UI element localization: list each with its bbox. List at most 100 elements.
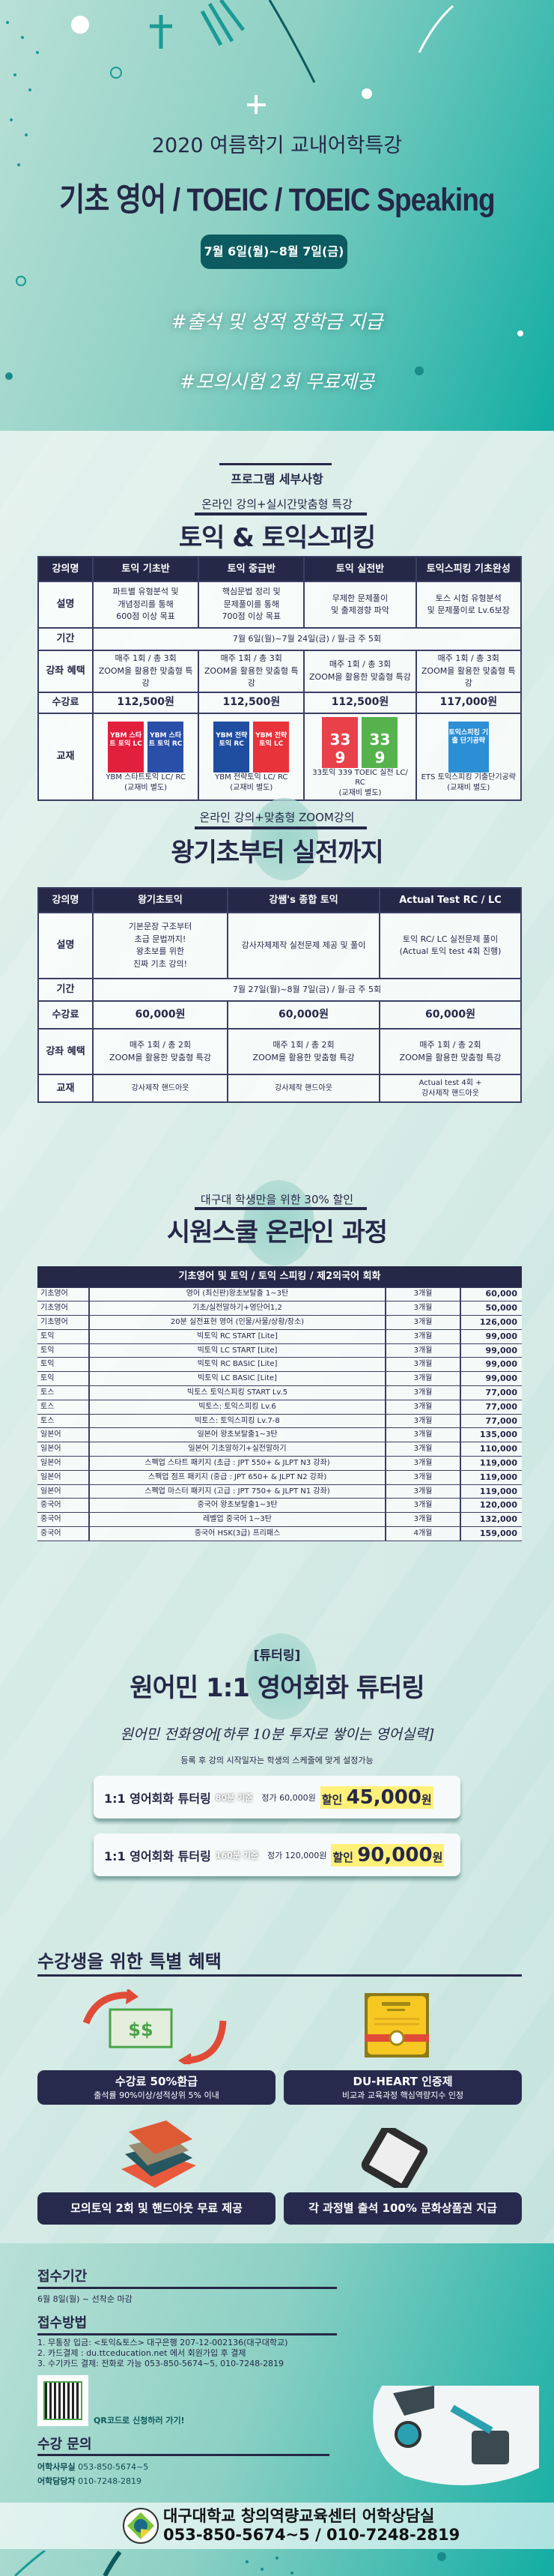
section3-table: 기초영어 및 토익 / 토익 스피킹 / 제2외국어 회화 기초영어 영어 (최신… (37, 1266, 522, 1541)
table-row: 기초영어 기초/실전말하기+영단어1,2 3개월 50,000 (37, 1301, 522, 1316)
program-heading: 프로그램 세부사항 (231, 472, 323, 486)
tutoring-plan-card[interactable]: 1:1 영어회화 튜터링 160분 기준 정가 120,000원 할인 90,0… (94, 1833, 460, 1876)
benefit-cell: 매주 1회 / 총 3회 ZOOM을 활용한 맞춤형 특강 (303, 650, 417, 693)
row-label: 설명 (37, 912, 94, 979)
table-header: 기초영어 및 토익 / 토익 스피킹 / 제2외국어 회화 (37, 1266, 522, 1287)
course-cell: 20분 실전표현 영어 (인물/사물/상황/장소) (89, 1315, 386, 1330)
leaves-decoration-icon (13, 2551, 446, 2576)
course-cell: 빅토스: 토익스피킹 Lv.7-8 (89, 1413, 386, 1429)
divider (195, 513, 367, 515)
qr-code[interactable] (37, 2375, 88, 2426)
table-row: 기초영어 20분 실전표현 영어 (인물/사물/상황/장소) 3개월 126,000 (37, 1315, 522, 1330)
benefit-card: 모의토익 2회 및 핸드아웃 무료 제공 (37, 2192, 276, 2225)
fee-cell: 60,000원 (227, 1000, 380, 1030)
certificate-icon (365, 1993, 429, 2058)
course-name: 왕기초토익 (92, 887, 228, 913)
decorative-blob (243, 1180, 314, 1266)
duration-cell: 3개월 (385, 1442, 461, 1457)
book-cover-image: YBM 스타트 토익 LC (108, 722, 144, 773)
course-cell: 빅토스 토익스피킹 START Lv.5 (89, 1385, 386, 1400)
course-name: 토익 기초반 (91, 556, 200, 582)
book-cell: 33 9 33 9 33토익 339 TOEIC 실전 LC/ RC (교재비 별도) (303, 712, 417, 801)
desc-cell: 파트별 유형분석 및 개념정리를 통해 600점 이상 목표 (91, 581, 200, 629)
method-list: 1. 무통장 입금: <토익&토스> 대구은행 207-12-002136(대구… (37, 2338, 288, 2368)
desc-cell: 강사자체제작 실전문제 제공 및 풀이 (227, 912, 380, 979)
divider (195, 826, 367, 829)
price-cell: 99,000 (460, 1357, 522, 1373)
table-row: 중국어 레벨업 중국어 1~3탄 3개월 132,000 (37, 1512, 522, 1528)
table-row: 토스 빅토스: 토익스피킹 Lv.6 3개월 77,000 (37, 1399, 522, 1415)
table-row: 중국어 중국어 왕초보탈출1~3탄 3개월 120,000 (37, 1498, 522, 1514)
category-cell: 기초영어 (37, 1287, 90, 1302)
period-text: 6월 8일(월) ~ 선착순 마감 (37, 2294, 133, 2304)
table-row: 토익 빅토익 RC START [Lite] 3개월 99,000 (37, 1328, 522, 1344)
hashtag: #출석 및 성적 장학금 지급 (171, 311, 383, 333)
hero-subtitle: 2020 여름학기 교내어학특강 (151, 134, 403, 157)
university-logo (123, 2508, 159, 2544)
price-cell: 135,000 (460, 1427, 522, 1443)
period-cell: 7월 6일(월)~7월 24일(금) / 월-금 주 5회 (92, 627, 522, 651)
fee-cell: 60,000원 (92, 1000, 228, 1030)
duration-cell: 3개월 (385, 1512, 461, 1528)
period-heading: 접수기간 (37, 2269, 88, 2285)
benefit-cell: 매주 1회 / 총 2회 ZOOM을 활용한 맞춤형 특강 (92, 1028, 228, 1075)
course-cell: 레벨업 중국어 1~3탄 (89, 1512, 386, 1528)
table-row: 일본어 일본어 기초말하기+실전말하기 3개월 110,000 (37, 1442, 522, 1457)
divider (37, 2454, 329, 2456)
course-cell: 기초/실전말하기+영단어1,2 (89, 1301, 386, 1316)
category-cell: 토익 (37, 1357, 90, 1373)
book-cover-image: YBM 전략토익 LC (253, 722, 290, 773)
category-cell: 토스 (37, 1385, 90, 1400)
contact-band: 대구대학교 창의역량교육센터 어학상담실 053-850-5674~5 / 010… (0, 2503, 554, 2549)
course-cell: 빅토익 LC BASIC [Lite] (89, 1371, 386, 1387)
duration-cell: 3개월 (385, 1385, 461, 1400)
row-label: 수강료 (37, 1000, 94, 1030)
desc-cell: 기본문장 구조부터 초급 문법까지! 왕초보를 위한 진짜 기초 강의! (92, 912, 228, 979)
row-label: 교재 (37, 712, 94, 801)
org-info: 대구대학교 창의역량교육센터 어학상담실 053-850-5674~5 / 010… (163, 2507, 460, 2544)
category-cell: 토스 (37, 1413, 90, 1429)
duration-cell: 3개월 (385, 1427, 461, 1443)
qr-link[interactable]: QR코드로 신청하러 가기! (94, 2416, 185, 2425)
tutoring-plan-card[interactable]: 1:1 영어회화 튜터링 80분 기준 정가 60,000원 할인 45,000… (94, 1776, 460, 1818)
decorative-shapes-icon (5, 0, 523, 380)
table-row: 기초영어 영어 (최신판)왕초보탈출 1~3탄 3개월 60,000 (37, 1287, 522, 1302)
category-cell: 토익 (37, 1328, 90, 1344)
book-cover-image: YBM 스타트 토익 RC (147, 722, 184, 773)
course-cell: 스펙업 마스터 패키지 (고급 : JPT 750+ & JLPT N1 강좌) (89, 1484, 386, 1499)
benefits-title: 수강생을 위한 특별 혜택 (37, 1951, 222, 1972)
desc-cell: 무제한 문제풀이 및 출제경향 파악 (303, 581, 417, 629)
benefit-card: 수강료 50%환급 출석률 90%이상/성적상위 5% 이내 (37, 2070, 276, 2105)
duration-cell: 3개월 (385, 1456, 461, 1471)
price-cell: 50,000 (460, 1301, 522, 1316)
course-name: 토익 실전반 (303, 556, 417, 582)
category-cell: 토익 (37, 1343, 90, 1358)
price-cell: 132,000 (460, 1512, 522, 1528)
divider (37, 2287, 337, 2289)
duration-cell: 3개월 (385, 1498, 461, 1514)
category-cell: 일본어 (37, 1427, 90, 1443)
header-course: 강의명 (37, 887, 94, 913)
price-cell: 77,000 (460, 1385, 522, 1400)
course-cell: 스펙업 점프 패키지 (중급 : JPT 650+ & JLPT N2 강좌) (89, 1469, 386, 1485)
price-cell: 119,000 (460, 1484, 522, 1499)
row-label: 설명 (37, 581, 94, 629)
category-cell: 일본어 (37, 1484, 90, 1499)
price-cell: 99,000 (460, 1328, 522, 1344)
course-name: 토익 중급반 (198, 556, 305, 582)
duration-cell: 3개월 (385, 1469, 461, 1485)
course-name: Actual Test RC / LC (379, 887, 522, 913)
divider (37, 1974, 522, 1977)
tutoring-tag: [튜터링] (253, 1648, 301, 1663)
benefit-cell: 매주 1회 / 총 3회 ZOOM을 활용한 맞춤형 특강 (198, 650, 305, 693)
hashtag: #모의시험 2회 무료제공 (180, 371, 374, 393)
contact-row: 어학담당자 010-7248-2819 (37, 2476, 142, 2486)
section1-title: 토익 & 토익스피킹 (178, 523, 376, 553)
price-cell: 99,000 (460, 1343, 522, 1358)
footer: 접수기간 6월 8일(월) ~ 선착순 마감 접수방법 1. 무통장 입금: <… (0, 2243, 554, 2576)
table-row: 일본어 스펙업 점프 패키지 (중급 : JPT 650+ & JLPT N2 강… (37, 1469, 522, 1485)
discount-price: 할인 45,000원 (320, 1786, 433, 1809)
table-row: 토스 빅토스: 토익스피킹 Lv.7-8 3개월 77,000 (37, 1413, 522, 1429)
price-cell: 110,000 (460, 1442, 522, 1457)
course-cell: 빅토익 LC START [Lite] (89, 1343, 386, 1358)
